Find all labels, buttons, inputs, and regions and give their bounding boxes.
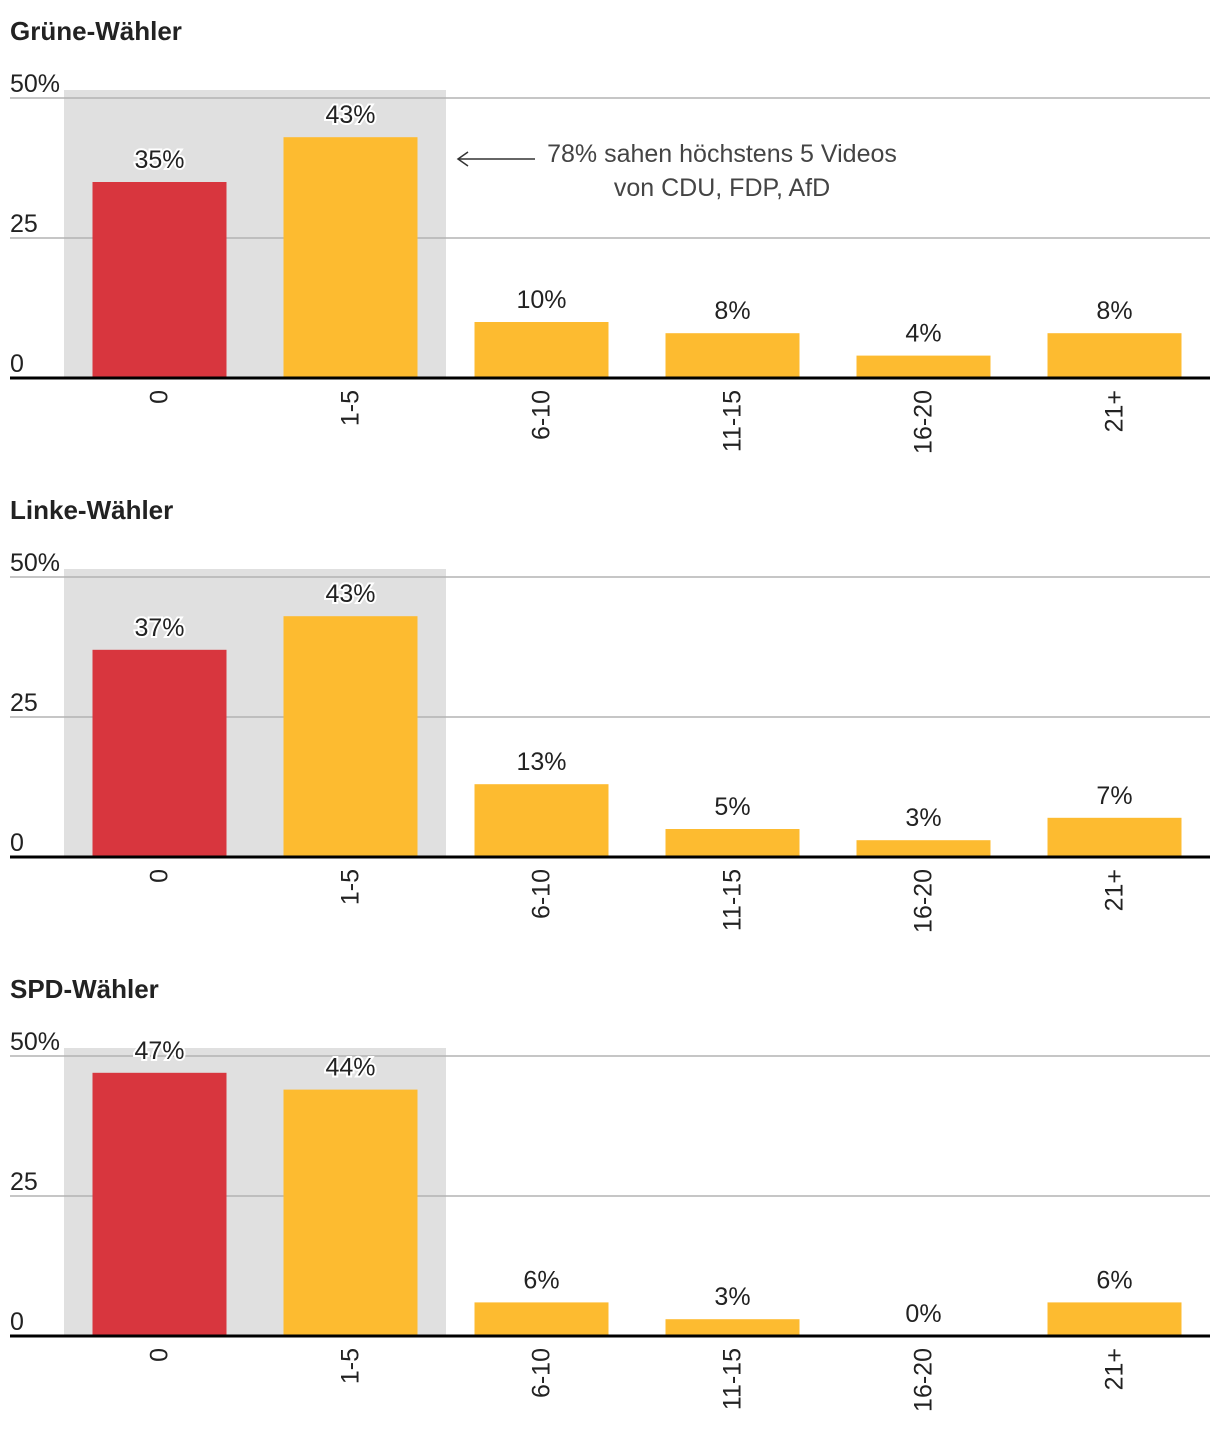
x-tick-label: 11-15 (719, 1348, 747, 1410)
y-tick-label: 0 (10, 350, 24, 378)
annotation-arrow-head (456, 151, 469, 167)
bar (856, 840, 991, 857)
chart-title: Grüne-Wähler (10, 16, 182, 46)
bar (283, 616, 418, 857)
bar (1047, 817, 1182, 857)
y-tick-label: 0 (10, 1308, 24, 1336)
x-tick-label: 1-5 (337, 869, 365, 905)
bar (474, 322, 609, 378)
x-tick-label: 1-5 (337, 1348, 365, 1384)
data-label: 0% (905, 1300, 941, 1328)
data-label: 3% (905, 804, 941, 832)
bar (474, 784, 609, 857)
x-tick-label: 0 (146, 1348, 174, 1362)
bar (474, 1302, 609, 1336)
data-label: 8% (714, 297, 750, 325)
y-tick-label: 50% (10, 549, 60, 577)
bar (665, 333, 800, 378)
chart-title: Linke-Wähler (10, 495, 173, 525)
bar (665, 1319, 800, 1336)
y-tick-label: 50% (10, 70, 60, 98)
data-label: 35% (134, 146, 184, 174)
bar (856, 355, 991, 378)
data-label: 7% (1096, 782, 1132, 810)
data-label: 44% (325, 1054, 375, 1082)
bar (92, 182, 227, 378)
x-tick-label: 21+ (1101, 869, 1129, 911)
data-label: 43% (325, 580, 375, 608)
data-label: 37% (134, 614, 184, 642)
data-label: 8% (1096, 297, 1132, 325)
x-tick-label: 21+ (1101, 1348, 1129, 1390)
x-tick-label: 16-20 (910, 390, 938, 454)
x-tick-label: 0 (146, 390, 174, 404)
y-tick-label: 25 (10, 210, 38, 238)
bar (665, 829, 800, 857)
x-tick-label: 1-5 (337, 390, 365, 426)
bar (283, 137, 418, 378)
bar (283, 1089, 418, 1336)
chart-title: SPD-Wähler (10, 974, 159, 1004)
bar (1047, 333, 1182, 378)
x-tick-label: 6-10 (528, 1348, 556, 1398)
data-label: 43% (325, 101, 375, 129)
x-tick-label: 21+ (1101, 390, 1129, 432)
x-tick-label: 6-10 (528, 869, 556, 919)
y-tick-label: 0 (10, 829, 24, 857)
bar (1047, 1302, 1182, 1336)
bar (92, 1072, 227, 1336)
x-tick-label: 11-15 (719, 390, 747, 452)
data-label: 47% (134, 1037, 184, 1065)
data-label: 5% (714, 793, 750, 821)
data-label: 6% (523, 1266, 559, 1294)
annotation-text: 78% sahen höchstens 5 Videos (547, 140, 897, 168)
data-label: 3% (714, 1283, 750, 1311)
x-tick-label: 11-15 (719, 869, 747, 931)
y-tick-label: 50% (10, 1028, 60, 1056)
x-tick-label: 6-10 (528, 390, 556, 440)
bar (92, 649, 227, 857)
annotation-text: von CDU, FDP, AfD (614, 174, 830, 202)
data-label: 6% (1096, 1266, 1132, 1294)
data-label: 10% (516, 286, 566, 314)
data-label: 4% (905, 320, 941, 348)
x-tick-label: 0 (146, 869, 174, 883)
y-tick-label: 25 (10, 689, 38, 717)
x-tick-label: 16-20 (910, 869, 938, 933)
x-tick-label: 16-20 (910, 1348, 938, 1412)
data-label: 13% (516, 748, 566, 776)
y-tick-label: 25 (10, 1168, 38, 1196)
